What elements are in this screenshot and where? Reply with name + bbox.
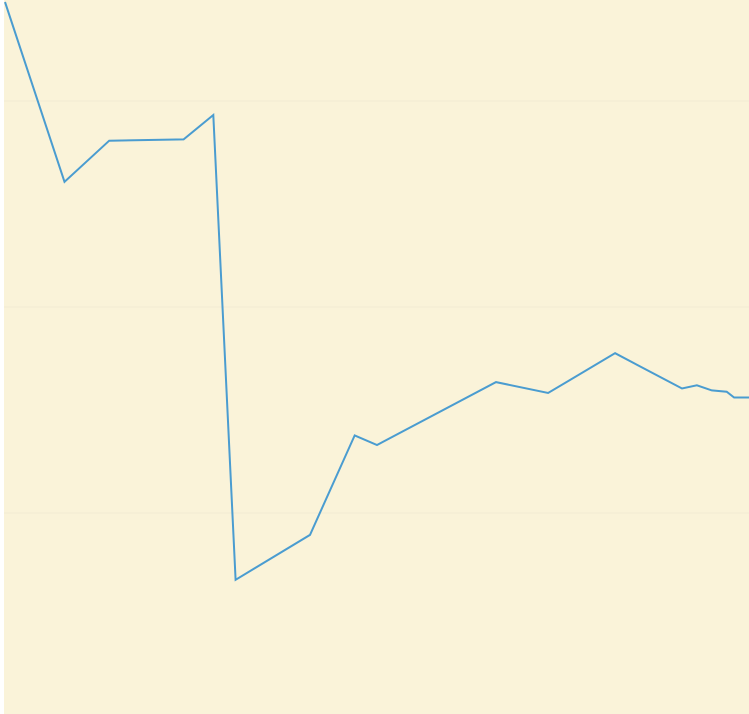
series-line-0	[4, 1, 749, 582]
gridlines	[4, 100, 749, 514]
plot-background	[4, 0, 749, 714]
series-layer	[4, 1, 749, 582]
